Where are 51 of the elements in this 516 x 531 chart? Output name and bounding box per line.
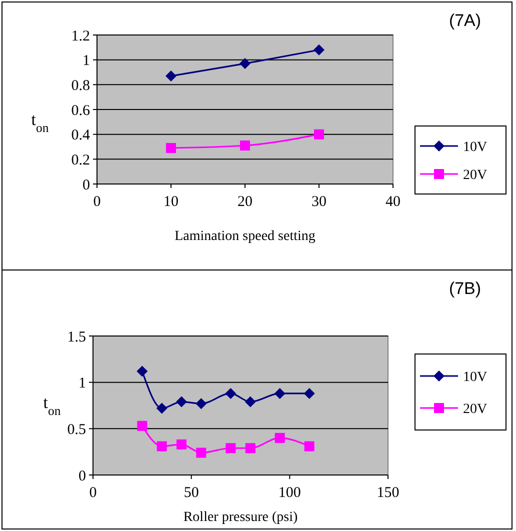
point: [240, 140, 250, 151]
y-tick-label: 0: [82, 177, 90, 194]
y-tick-label: 1: [78, 376, 86, 392]
y-axis-title: t$_{on}$: [31, 110, 50, 135]
point: [137, 420, 148, 431]
point: [166, 70, 176, 82]
point: [245, 443, 256, 454]
y-tick-label: 0.6: [71, 102, 90, 119]
y-tick-label: 0.2: [71, 152, 90, 168]
y-tick-label: 1.5: [67, 329, 86, 346]
point: [244, 396, 256, 408]
x-tick-label: 100: [278, 485, 301, 501]
point: [196, 398, 207, 410]
x-tick-label: 10: [164, 194, 178, 210]
y-tick-label: 0.5: [67, 422, 86, 438]
point: [156, 441, 167, 452]
legend-label: 10V: [463, 370, 488, 385]
y-tick-label: 0: [78, 468, 86, 484]
text: (7B): [448, 279, 482, 298]
point: [274, 388, 286, 399]
point: [136, 366, 148, 377]
text: (7A): [448, 11, 482, 30]
legend-label: 10V: [463, 140, 488, 155]
x-axis-title: Lamination speed setting: [174, 229, 316, 244]
point: [304, 441, 314, 452]
y-tick-label: 1.2: [71, 28, 90, 44]
x-axis-title: Roller pressure (psi): [183, 510, 298, 525]
legend-label: 20V: [463, 402, 488, 417]
point: [176, 439, 186, 450]
legend-label: 20V: [463, 168, 488, 183]
x-tick-label: 0: [93, 194, 101, 210]
y-tick-label: 0.4: [71, 128, 90, 144]
point: [304, 388, 315, 399]
point: [240, 58, 250, 70]
point: [225, 388, 236, 399]
x-tick-label: 30: [312, 194, 326, 210]
x-tick-label: 40: [386, 194, 400, 210]
y-tick-label: 1: [82, 53, 90, 70]
point: [176, 396, 187, 408]
y-tick-label: 0.8: [71, 78, 90, 94]
point: [226, 443, 236, 454]
point: [156, 402, 168, 414]
point: [314, 44, 324, 56]
point: [314, 129, 324, 140]
point: [274, 432, 285, 443]
x-tick-label: 150: [376, 485, 400, 501]
y-axis-title: t$_{on}$: [43, 393, 62, 418]
x-tick-label: 50: [184, 485, 199, 501]
point: [166, 142, 176, 153]
x-tick-label: 20: [238, 194, 252, 210]
point: [196, 448, 206, 458]
